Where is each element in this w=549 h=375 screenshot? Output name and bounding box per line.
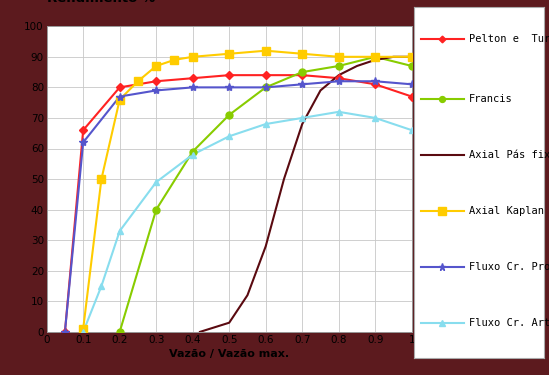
Text: Francis: Francis xyxy=(469,94,512,104)
Text: Rendimento %: Rendimento % xyxy=(47,0,155,5)
Text: Fluxo Cr. Artezanal: Fluxo Cr. Artezanal xyxy=(469,318,549,328)
Text: Axial Kaplan: Axial Kaplan xyxy=(469,206,544,216)
Text: Axial Pás fixas: Axial Pás fixas xyxy=(469,150,549,160)
Text: Pelton e  Turgo: Pelton e Turgo xyxy=(469,34,549,44)
Text: Fluxo Cr. Projetada: Fluxo Cr. Projetada xyxy=(469,262,549,272)
X-axis label: Vazão / Vazão max.: Vazão / Vazão max. xyxy=(169,349,289,359)
